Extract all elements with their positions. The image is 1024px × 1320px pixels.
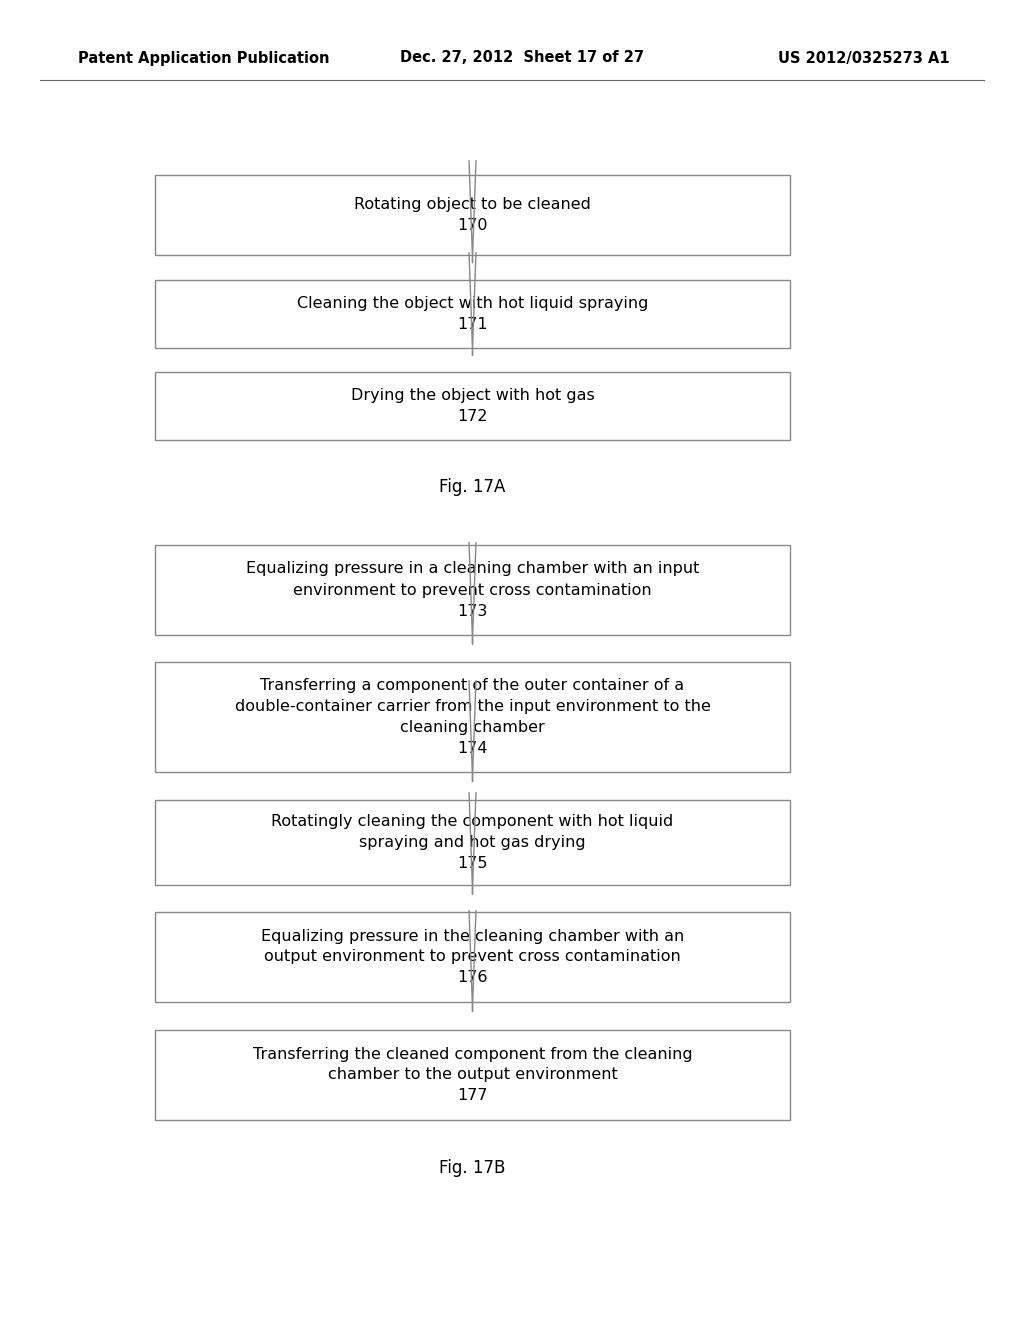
Bar [155,800,790,884]
Text: Fig. 17A: Fig. 17A [439,478,506,496]
Text: US 2012/0325273 A1: US 2012/0325273 A1 [778,50,950,66]
Text: Rotating object to be cleaned
170: Rotating object to be cleaned 170 [354,197,591,234]
Text: Transferring a component of the outer container of a
double-container carrier fr: Transferring a component of the outer co… [234,678,711,756]
Text: Fig. 17B: Fig. 17B [439,1159,506,1177]
Bar [155,545,790,635]
Text: Equalizing pressure in the cleaning chamber with an
output environment to preven: Equalizing pressure in the cleaning cham… [261,928,684,986]
Text: Equalizing pressure in a cleaning chamber with an input
environment to prevent c: Equalizing pressure in a cleaning chambe… [246,561,699,619]
Bar [155,280,790,348]
Text: Patent Application Publication: Patent Application Publication [78,50,330,66]
Text: Dec. 27, 2012  Sheet 17 of 27: Dec. 27, 2012 Sheet 17 of 27 [400,50,644,66]
Text: Cleaning the object with hot liquid spraying
171: Cleaning the object with hot liquid spra… [297,296,648,333]
Text: Transferring the cleaned component from the cleaning
chamber to the output envir: Transferring the cleaned component from … [253,1047,692,1104]
Text: Rotatingly cleaning the component with hot liquid
spraying and hot gas drying
17: Rotatingly cleaning the component with h… [271,814,674,871]
Bar [155,1030,790,1119]
Bar [155,663,790,772]
Bar [155,372,790,440]
Text: Drying the object with hot gas
172: Drying the object with hot gas 172 [350,388,594,424]
Bar [155,912,790,1002]
Bar [155,176,790,255]
